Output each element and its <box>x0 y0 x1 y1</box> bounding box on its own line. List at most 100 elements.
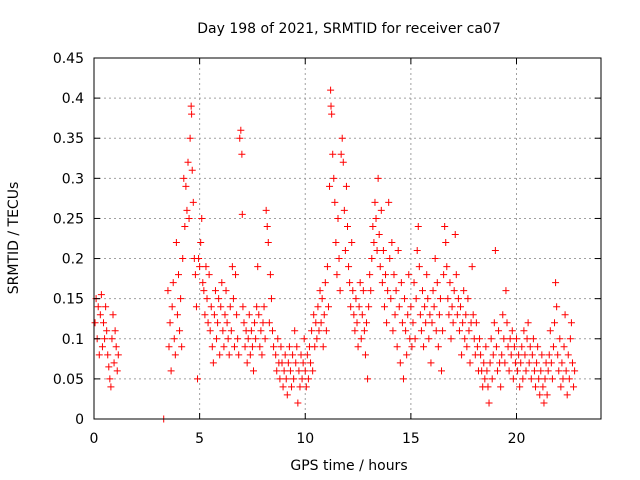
data-point <box>114 351 122 359</box>
data-point <box>449 319 457 327</box>
data-point <box>564 351 572 359</box>
data-point <box>106 375 114 383</box>
y-tick-label: 0.15 <box>53 292 84 308</box>
data-point <box>186 134 194 142</box>
data-point <box>91 319 99 327</box>
data-point <box>316 287 324 295</box>
data-point <box>183 206 191 214</box>
data-point <box>227 327 235 335</box>
data-point <box>229 295 237 303</box>
y-tick-label: 0.05 <box>53 372 84 388</box>
data-point <box>518 343 526 351</box>
data-point <box>567 319 575 327</box>
data-point <box>308 327 316 335</box>
data-point <box>310 311 318 319</box>
data-point <box>173 311 181 319</box>
data-point <box>571 367 579 375</box>
data-point <box>247 327 255 335</box>
data-point <box>333 271 341 279</box>
data-point <box>431 255 439 263</box>
data-point <box>546 327 554 335</box>
data-point <box>172 239 180 247</box>
data-point <box>476 335 484 343</box>
x-axis-label: GPS time / hours <box>290 458 407 474</box>
data-point <box>536 391 544 399</box>
data-point <box>313 335 321 343</box>
data-point <box>349 287 357 295</box>
data-point <box>354 343 362 351</box>
data-point <box>497 383 505 391</box>
data-point <box>433 279 441 287</box>
data-point <box>378 279 386 287</box>
data-point <box>370 239 378 247</box>
data-point <box>552 279 560 287</box>
data-point <box>443 263 451 271</box>
data-point <box>257 327 265 335</box>
data-point <box>238 210 246 218</box>
data-point <box>97 291 105 299</box>
data-point <box>401 295 409 303</box>
data-point <box>340 206 348 214</box>
data-point <box>284 359 292 367</box>
data-point <box>302 383 310 391</box>
data-point <box>344 222 351 230</box>
data-point <box>365 303 373 311</box>
y-tick-label: 0.35 <box>53 131 84 147</box>
data-point <box>188 110 196 118</box>
data-point <box>407 303 415 311</box>
data-point <box>441 222 449 230</box>
data-point <box>208 343 216 351</box>
data-point <box>466 359 474 367</box>
data-point <box>464 295 472 303</box>
data-point <box>522 367 530 375</box>
data-point <box>434 343 442 351</box>
data-point <box>565 375 573 383</box>
data-point <box>256 343 264 351</box>
data-point <box>539 383 547 391</box>
data-point <box>346 279 354 287</box>
data-point <box>288 383 296 391</box>
data-point <box>220 343 228 351</box>
y-tick-label: 0.45 <box>53 51 84 67</box>
data-point <box>185 214 193 222</box>
data-point <box>246 351 254 359</box>
data-point <box>356 279 364 287</box>
data-point <box>396 359 404 367</box>
data-point <box>280 367 288 375</box>
data-point <box>265 319 273 327</box>
data-point <box>334 214 342 222</box>
data-point <box>109 311 117 319</box>
data-point <box>366 271 374 279</box>
data-point <box>513 335 520 343</box>
data-point <box>252 335 260 343</box>
data-point <box>386 255 394 263</box>
data-point <box>520 327 528 335</box>
data-point <box>429 287 437 295</box>
data-point <box>104 351 112 359</box>
data-point <box>425 335 433 343</box>
data-point <box>561 311 569 319</box>
data-point <box>483 367 491 375</box>
data-point <box>506 335 514 343</box>
data-point <box>444 295 452 303</box>
data-point <box>267 295 275 303</box>
data-point <box>192 303 200 311</box>
data-point <box>245 311 253 319</box>
data-point <box>360 327 368 335</box>
data-point <box>98 343 106 351</box>
data-point <box>566 335 574 343</box>
data-point <box>207 303 215 311</box>
data-point <box>538 351 546 359</box>
data-point <box>320 311 328 319</box>
data-point <box>527 375 535 383</box>
data-point <box>529 335 537 343</box>
data-point <box>336 287 344 295</box>
data-point <box>197 239 205 247</box>
data-point <box>297 351 305 359</box>
data-point <box>563 391 571 399</box>
data-point <box>95 351 103 359</box>
data-point <box>508 327 516 335</box>
data-point <box>273 367 281 375</box>
data-point <box>170 335 178 343</box>
data-point <box>228 263 236 271</box>
